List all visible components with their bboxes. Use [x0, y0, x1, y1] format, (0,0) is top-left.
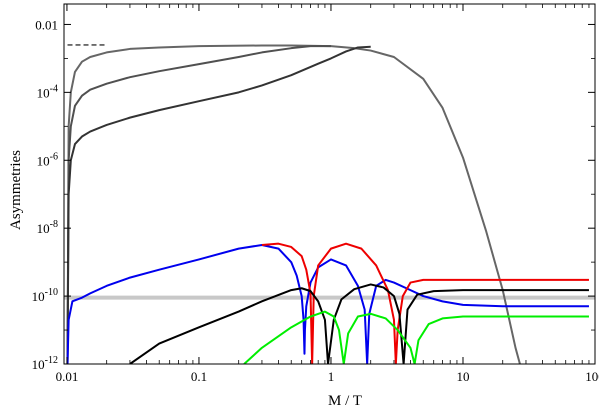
- y-tick-label: 0.01: [35, 17, 58, 32]
- x-tick-label: 1: [328, 369, 335, 384]
- x-tick-label: 100: [585, 369, 599, 384]
- y-tick-exponent: -10: [45, 287, 58, 298]
- y-tick-base: 10: [32, 289, 45, 304]
- y-tick-label: 10-12: [32, 355, 58, 372]
- x-tick-label: 0.1: [191, 369, 207, 384]
- series-line-2: [66, 44, 521, 364]
- y-tick-exponent: -12: [45, 355, 58, 366]
- y-tick-label: 10-8: [37, 219, 58, 236]
- x-tick-label: 10: [456, 369, 469, 384]
- x-axis-label: M / T: [328, 393, 362, 409]
- y-tick-exponent: -4: [50, 83, 58, 94]
- y-tick-base: 10: [37, 153, 50, 168]
- x-tick-label: 0.01: [56, 369, 79, 384]
- series-layer: [64, 44, 595, 364]
- series-line-3: [66, 45, 331, 364]
- series-line-4: [66, 45, 371, 364]
- plot-frame: [63, 3, 596, 365]
- series-line-7: [129, 283, 589, 364]
- series-line-8: [243, 310, 589, 364]
- y-tick-exponent: -6: [50, 151, 58, 162]
- y-tick-base: 10: [37, 85, 50, 100]
- y-tick-exponent: -8: [50, 219, 58, 230]
- y-tick-label: 10-10: [32, 287, 58, 304]
- y-tick-base: 10: [37, 221, 50, 236]
- y-tick-base: 0.01: [35, 17, 58, 32]
- y-tick-label: 10-6: [37, 151, 58, 168]
- y-tick-base: 10: [32, 357, 45, 372]
- y-tick-label: 10-4: [37, 83, 58, 100]
- series-line-6: [261, 242, 589, 364]
- y-axis-label: Asymmetries: [8, 150, 24, 230]
